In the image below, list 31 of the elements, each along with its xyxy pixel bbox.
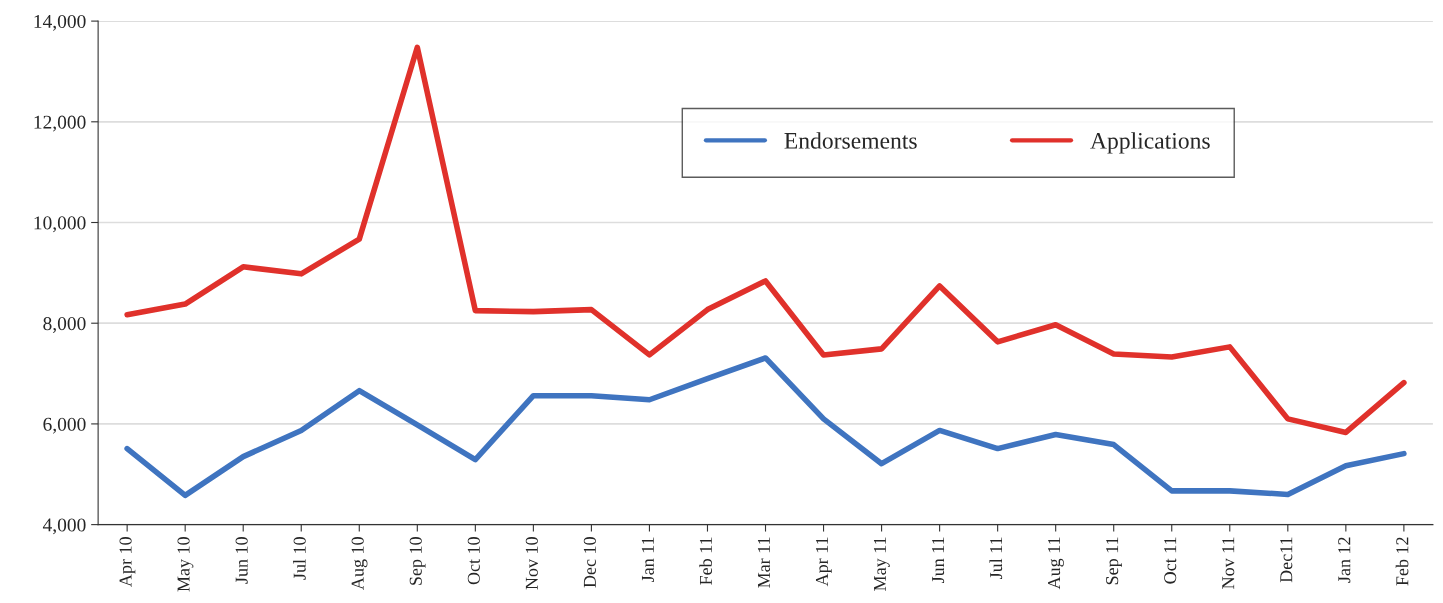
- x-tick-label: Apr 10: [119, 537, 136, 587]
- x-tick-label: Dec 10: [583, 537, 596, 588]
- x-tick-label: May 10: [177, 537, 194, 592]
- x-tick-label: Feb 12: [1395, 537, 1409, 586]
- x-tick-label: Jun 10: [235, 537, 248, 584]
- y-tick-label: 12,000: [34, 115, 86, 132]
- x-tick-label: Jun 11: [932, 537, 945, 584]
- x-tick-label: Dec11: [1280, 537, 1293, 583]
- x-tick-label: May 11: [873, 537, 890, 591]
- x-tick-label: Jul 10: [293, 537, 306, 580]
- x-tick-label: Apr 11: [815, 537, 832, 587]
- x-tick-label: Sep 10: [409, 537, 426, 585]
- x-tick-label: Nov 10: [525, 537, 538, 590]
- x-tick-label: Nov 11: [1222, 537, 1235, 589]
- x-tick-label: Mar 11: [757, 537, 771, 588]
- y-tick-label: 14,000: [34, 14, 86, 31]
- y-tick-label: 4,000: [42, 518, 86, 535]
- y-tick-label: 10,000: [34, 216, 86, 233]
- x-tick-label: Sep 11: [1106, 537, 1122, 585]
- legend-label: Endorsements: [784, 132, 917, 149]
- x-tick-label: Oct 11: [1164, 537, 1177, 584]
- legend-label: Applications: [1090, 132, 1210, 154]
- x-tick-label: Aug 10: [351, 537, 368, 590]
- x-tick-label: Jul 11: [989, 537, 1003, 579]
- y-tick-label: 6,000: [43, 417, 86, 434]
- x-tick-label: Aug 11: [1048, 537, 1064, 590]
- y-tick-label: 8,000: [43, 317, 86, 333]
- x-tick-label: Feb 11: [699, 537, 712, 585]
- x-tick-label: Jan 11: [641, 537, 654, 582]
- x-tick-label: Oct 10: [467, 537, 480, 585]
- x-tick-label: Jan 12: [1338, 537, 1351, 583]
